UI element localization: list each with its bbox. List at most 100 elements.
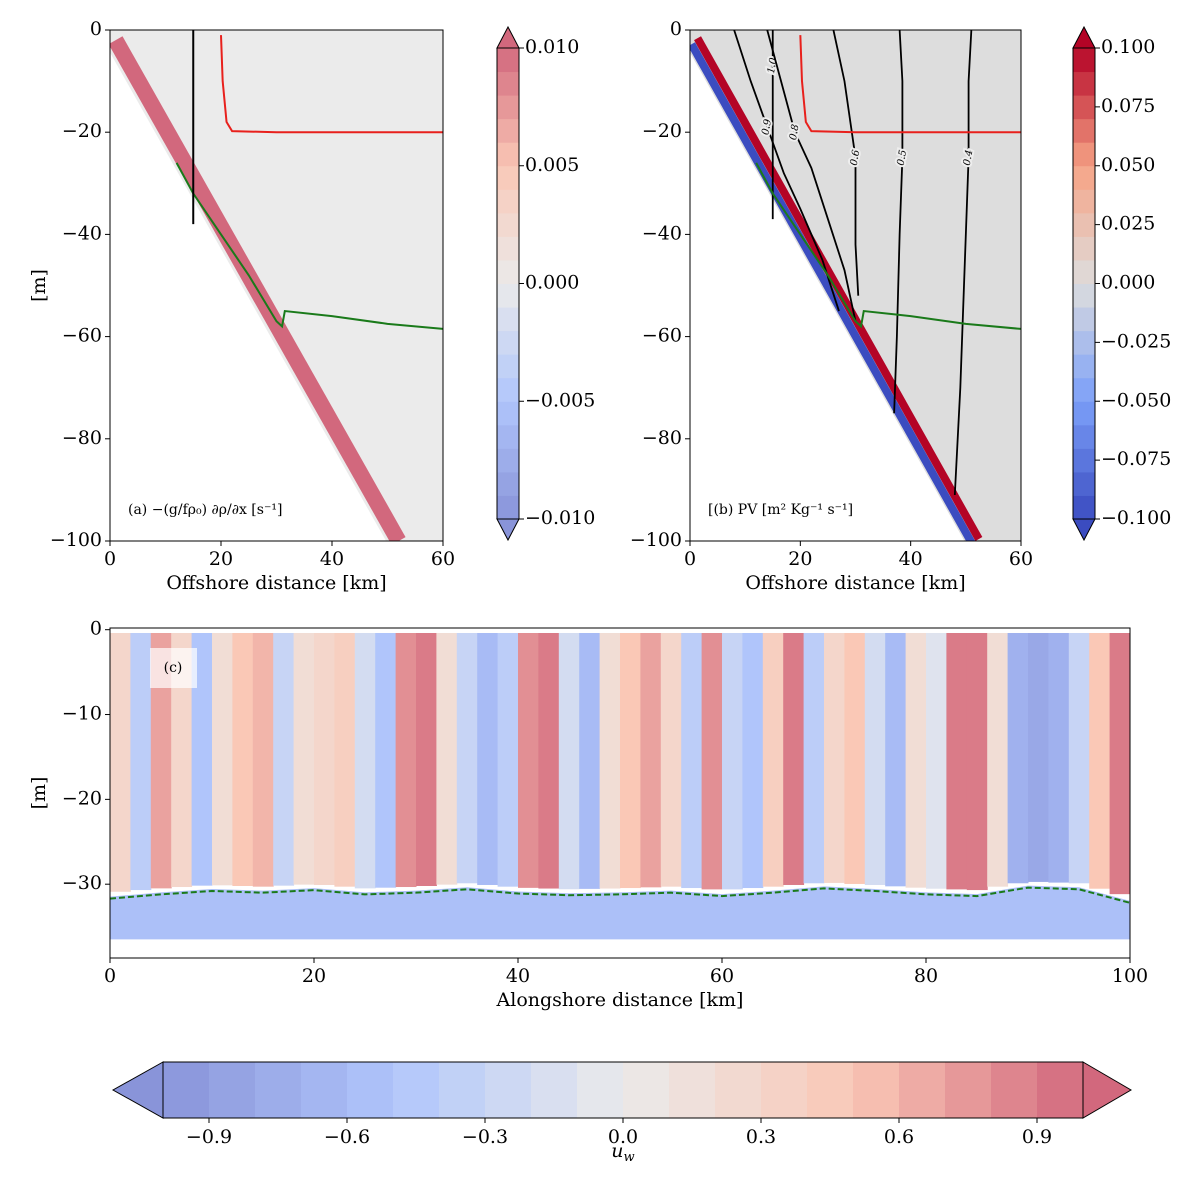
x-tick-label: 40: [899, 548, 923, 570]
colorbar-segment: [485, 1062, 532, 1118]
colorbar-segment: [669, 1062, 716, 1118]
field-column: [497, 633, 519, 887]
colorbar-tick-label: 0.050: [1101, 154, 1155, 176]
colorbar-segment: [497, 48, 519, 73]
y-tick-label: −60: [62, 325, 102, 347]
contour-line: [733, 30, 840, 312]
y-tick-label: 0: [90, 18, 102, 40]
colorbar-segment: [497, 212, 519, 237]
colorbar-tick-label: 0.075: [1101, 95, 1155, 117]
y-tick-label: −80: [62, 427, 102, 449]
colorbar: 0.100 0.075 0.050 0.025 0.000 −0.025 −0.050 −0.…: [1072, 25, 1171, 542]
plot-area: [110, 30, 443, 541]
colorbar-label: uw: [611, 1140, 634, 1165]
colorbar-segment: [1073, 401, 1095, 426]
plot-frame: [109, 627, 1131, 959]
field-column: [1089, 633, 1111, 889]
field-column: [722, 633, 743, 890]
x-axis-label: Offshore distance [km]: [166, 572, 386, 594]
x-tick-label: 40: [506, 965, 530, 987]
x-tick-label: 0: [684, 548, 696, 570]
field-column: [844, 633, 866, 884]
field-column: [538, 633, 560, 889]
colorbar-segment: [1073, 448, 1095, 473]
colorbar-tick-label: −0.3: [462, 1126, 508, 1148]
contour-line: [893, 30, 904, 414]
colorbar-segment: [1073, 189, 1095, 214]
field-column: [150, 633, 172, 889]
contour-line: [766, 30, 857, 322]
colorbar-extend: [496, 25, 520, 49]
colorbar-label-sub: w: [624, 1150, 635, 1165]
y-tick-label: −20: [62, 120, 102, 142]
colorbar-segment: [1073, 307, 1095, 332]
field-column: [334, 633, 356, 887]
field-column: [599, 633, 621, 889]
colorbar-segment: [497, 236, 519, 261]
contour-line: [832, 30, 860, 296]
field-column: [191, 633, 213, 886]
field-column: [660, 633, 682, 887]
y-tick-label: −80: [642, 427, 682, 449]
colorbar-segment: [1073, 118, 1095, 143]
field-column: [518, 633, 539, 888]
y-tick-label: −100: [630, 529, 682, 551]
colorbar-segment: [497, 471, 519, 496]
colorbar-tick-label: −0.025: [1101, 330, 1171, 352]
colorbar-segment: [1073, 377, 1095, 402]
panel-annotation: (a) −(g/fρ₀) ∂ρ/∂x [s⁻¹]: [128, 502, 282, 518]
colorbar-segment: [991, 1062, 1038, 1118]
colorbar-tick-label: 0.000: [1101, 272, 1155, 294]
colorbar-segment: [497, 165, 519, 190]
y-tick-label: −10: [62, 703, 102, 725]
colorbar-segment: [945, 1062, 992, 1118]
y-tick-label: −40: [642, 222, 682, 244]
colorbar-tick-label: −0.075: [1101, 448, 1171, 470]
colorbar-segment: [393, 1062, 440, 1118]
field-column: [783, 633, 805, 885]
plot-area: [110, 633, 1130, 940]
colorbar-tick-label: 0.025: [1101, 213, 1155, 235]
annotation-box: [150, 648, 197, 688]
field-column: [436, 633, 458, 885]
colorbar-segment: [209, 1062, 256, 1118]
colorbar-segment: [301, 1062, 348, 1118]
field-column: [232, 633, 254, 886]
x-tick-label: 20: [209, 548, 233, 570]
colorbar-tick-label: 0.100: [1101, 36, 1155, 58]
colorbar: −0.9 −0.6 −0.3 0.0 0.3 0.6 0.9 uw: [111, 1061, 1132, 1165]
colorbar-segment: [497, 189, 519, 214]
x-tick-label: 0: [104, 965, 116, 987]
x-tick-label: 60: [1009, 548, 1033, 570]
field-column: [946, 633, 968, 890]
x-axis-label: Offshore distance [km]: [745, 572, 965, 594]
colorbar-tick-label: 0.6: [884, 1126, 914, 1148]
line-series: [799, 35, 1021, 134]
field-column: [579, 633, 601, 889]
colorbar-segment: [497, 495, 519, 520]
field-column: [273, 633, 295, 886]
field-column: [926, 633, 947, 889]
colorbar-segment: [497, 259, 519, 284]
colorbar-segment: [255, 1062, 302, 1118]
field-column: [742, 633, 764, 889]
seabed: [690, 48, 965, 541]
colorbar-segment: [1073, 212, 1095, 237]
colorbar-segment: [531, 1062, 578, 1118]
colorbar-segment: [347, 1062, 394, 1118]
slope-band: [694, 36, 983, 541]
field-column: [416, 633, 437, 886]
colorbar-segment: [1073, 165, 1095, 190]
field-column: [212, 633, 233, 886]
colorbar: 0.010 0.005 0.000 −0.005 −0.010: [496, 25, 595, 542]
field-column: [477, 633, 499, 885]
colorbar-extend: [1072, 25, 1096, 49]
seabed: [110, 48, 387, 541]
colorbar-extend: [496, 518, 520, 542]
colorbar-segment: [899, 1062, 946, 1118]
colorbar-segment: [1073, 354, 1095, 379]
x-tick-label: 0: [104, 548, 116, 570]
colorbar-segment: [1073, 236, 1095, 261]
contour-label: 0.4: [962, 149, 976, 167]
